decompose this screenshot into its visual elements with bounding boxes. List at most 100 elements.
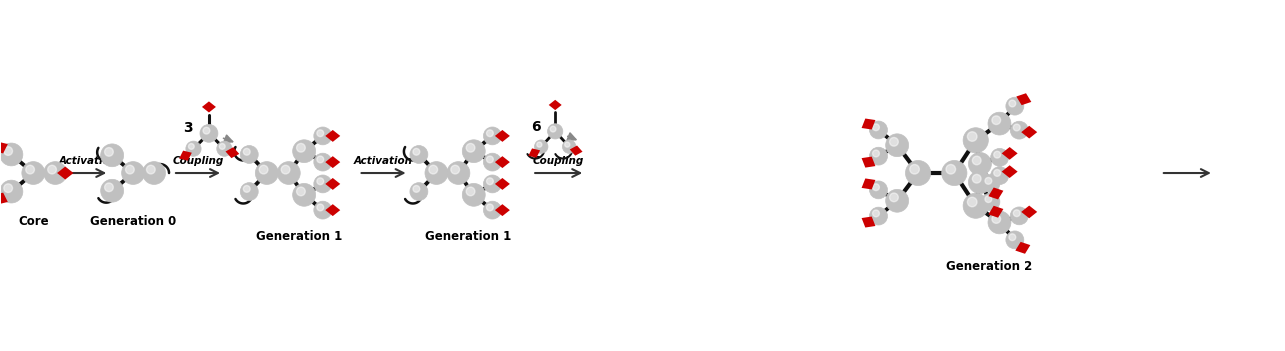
Circle shape (44, 161, 67, 184)
Circle shape (466, 187, 475, 196)
Circle shape (293, 140, 316, 163)
Circle shape (447, 161, 470, 184)
Circle shape (143, 161, 166, 184)
Circle shape (946, 165, 956, 174)
Circle shape (968, 197, 977, 207)
Polygon shape (57, 166, 73, 179)
Circle shape (992, 116, 1001, 125)
Text: 3: 3 (184, 121, 193, 135)
Circle shape (969, 152, 992, 175)
Polygon shape (862, 157, 875, 168)
Polygon shape (1016, 93, 1032, 105)
Circle shape (870, 207, 888, 225)
Polygon shape (988, 206, 1004, 218)
Polygon shape (0, 193, 8, 204)
Circle shape (564, 142, 569, 147)
Circle shape (243, 185, 251, 192)
Polygon shape (988, 187, 1004, 199)
Circle shape (410, 146, 428, 164)
Circle shape (885, 134, 908, 157)
Text: Coupling: Coupling (532, 156, 583, 166)
Circle shape (297, 187, 306, 196)
Circle shape (547, 124, 563, 139)
Circle shape (906, 160, 930, 186)
Circle shape (483, 127, 501, 145)
Circle shape (889, 138, 898, 146)
Circle shape (100, 179, 123, 202)
Polygon shape (179, 151, 191, 161)
Circle shape (0, 143, 23, 166)
Circle shape (873, 210, 879, 217)
Polygon shape (225, 147, 239, 158)
Circle shape (1014, 210, 1020, 217)
Circle shape (186, 141, 202, 156)
Circle shape (982, 193, 1000, 211)
Circle shape (1014, 124, 1020, 131)
Circle shape (487, 130, 493, 137)
Circle shape (314, 175, 332, 193)
Circle shape (483, 175, 501, 193)
Circle shape (410, 183, 428, 200)
Circle shape (463, 184, 486, 206)
Circle shape (314, 201, 332, 219)
Circle shape (993, 151, 1001, 158)
Polygon shape (495, 204, 510, 216)
Circle shape (992, 215, 1001, 223)
Circle shape (281, 165, 290, 174)
Circle shape (982, 174, 1000, 192)
Circle shape (973, 156, 980, 165)
Polygon shape (202, 101, 216, 113)
Circle shape (48, 165, 57, 174)
Circle shape (317, 204, 324, 211)
Circle shape (483, 153, 501, 171)
Circle shape (4, 147, 13, 155)
Circle shape (104, 183, 113, 192)
Circle shape (412, 185, 420, 192)
Circle shape (189, 144, 194, 149)
Circle shape (870, 181, 888, 199)
Circle shape (429, 165, 438, 174)
Circle shape (466, 144, 475, 152)
Circle shape (412, 148, 420, 155)
Circle shape (537, 142, 542, 147)
Circle shape (973, 174, 980, 183)
Circle shape (1006, 231, 1024, 249)
Circle shape (968, 132, 977, 141)
Circle shape (22, 161, 45, 184)
Polygon shape (549, 100, 562, 110)
Text: Generation 0: Generation 0 (90, 215, 176, 228)
Polygon shape (325, 178, 341, 190)
Polygon shape (1002, 165, 1018, 178)
Circle shape (243, 148, 251, 155)
Circle shape (873, 150, 879, 157)
Circle shape (986, 178, 992, 184)
Circle shape (991, 167, 1009, 185)
Circle shape (991, 148, 1009, 166)
Text: Generation 2: Generation 2 (946, 260, 1032, 273)
Circle shape (487, 178, 493, 185)
Circle shape (122, 161, 145, 184)
Text: Activation: Activation (58, 156, 117, 166)
Circle shape (988, 211, 1011, 234)
Circle shape (297, 144, 306, 152)
Circle shape (550, 126, 556, 132)
Circle shape (317, 178, 324, 185)
Circle shape (314, 127, 332, 145)
Circle shape (240, 183, 258, 200)
Circle shape (889, 193, 898, 202)
Circle shape (962, 128, 988, 153)
Polygon shape (325, 156, 341, 168)
Circle shape (1006, 97, 1024, 115)
Polygon shape (1002, 147, 1018, 160)
Polygon shape (1022, 206, 1037, 218)
Circle shape (126, 165, 134, 174)
Polygon shape (325, 204, 341, 216)
Polygon shape (528, 148, 540, 158)
Circle shape (1009, 234, 1015, 240)
Circle shape (487, 204, 493, 211)
Polygon shape (862, 119, 875, 130)
Polygon shape (1015, 242, 1031, 254)
Polygon shape (862, 217, 875, 227)
Circle shape (563, 140, 576, 153)
Circle shape (873, 184, 879, 191)
